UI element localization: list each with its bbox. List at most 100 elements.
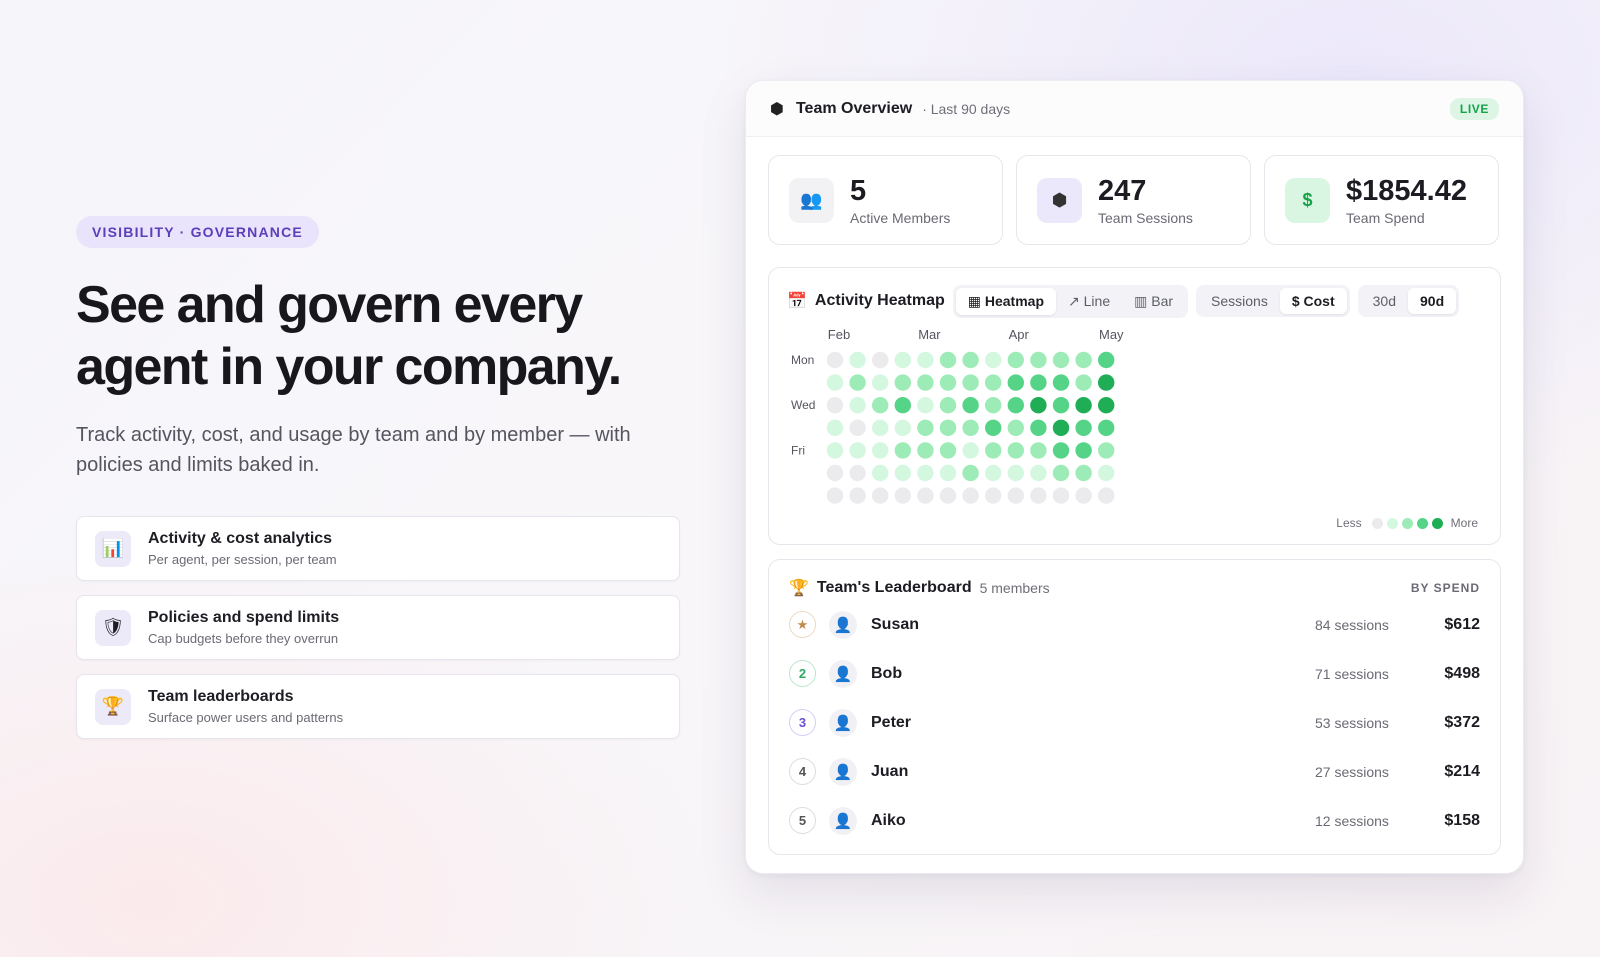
heatmap-cell[interactable] — [1030, 351, 1047, 369]
table-row[interactable]: 3 👤 Peter 53 sessions $372 — [789, 698, 1480, 747]
range-30d-button[interactable]: 30d — [1372, 293, 1396, 309]
heatmap-cell[interactable] — [1007, 419, 1024, 436]
metric-sessions-button[interactable]: Sessions — [1211, 293, 1268, 309]
heatmap-cell[interactable] — [962, 397, 979, 414]
heatmap-cell[interactable] — [1030, 419, 1047, 436]
heatmap-cell[interactable] — [1052, 419, 1070, 436]
heatmap-cell[interactable] — [872, 442, 889, 459]
heatmap-cell[interactable] — [849, 374, 866, 391]
heatmap-cell[interactable] — [985, 487, 1002, 504]
heatmap-cell[interactable] — [962, 442, 979, 459]
heatmap-cell[interactable] — [872, 464, 889, 482]
heatmap-cell[interactable] — [917, 374, 934, 391]
heatmap-cell[interactable] — [1075, 374, 1092, 391]
heatmap-cell[interactable] — [985, 397, 1002, 414]
heatmap-cell[interactable] — [1030, 487, 1047, 504]
heatmap-cell[interactable] — [872, 351, 889, 369]
sort-label[interactable]: BY SPEND — [1410, 581, 1480, 595]
view-bar-button[interactable]: ▥ Bar — [1134, 292, 1174, 309]
heatmap-cell[interactable] — [849, 464, 866, 482]
heatmap-cell[interactable] — [917, 351, 934, 369]
heatmap-cell[interactable] — [894, 397, 911, 414]
heatmap-cell[interactable] — [917, 397, 934, 414]
heatmap-cell[interactable] — [1075, 351, 1092, 369]
feature-policies[interactable]: 🛡 Policies and spend limits Cap budgets … — [76, 595, 680, 660]
heatmap-cell[interactable] — [826, 374, 844, 391]
heatmap-cell[interactable] — [917, 487, 934, 504]
heatmap-cell[interactable] — [849, 487, 866, 504]
heatmap-cell[interactable] — [1030, 442, 1047, 459]
heatmap-cell[interactable] — [939, 374, 957, 391]
heatmap-cell[interactable] — [1030, 397, 1047, 414]
heatmap-cell[interactable] — [1007, 374, 1024, 391]
range-90d-button[interactable]: 90d — [1408, 288, 1457, 314]
table-row[interactable]: 2 👤 Bob 71 sessions $498 — [789, 649, 1480, 698]
heatmap-cell[interactable] — [1098, 397, 1115, 414]
heatmap-cell[interactable] — [1098, 419, 1115, 436]
heatmap-cell[interactable] — [1030, 374, 1047, 391]
heatmap-cell[interactable] — [1098, 464, 1115, 482]
heatmap-cell[interactable] — [939, 442, 957, 459]
heatmap-cell[interactable] — [939, 419, 957, 436]
table-row[interactable]: 5 👤 Aiko 12 sessions $158 — [789, 796, 1480, 845]
heatmap-cell[interactable] — [849, 351, 866, 369]
heatmap-cell[interactable] — [985, 351, 1002, 369]
heatmap-cell[interactable] — [894, 419, 911, 436]
heatmap-cell[interactable] — [962, 487, 979, 504]
heatmap-cell[interactable] — [1052, 464, 1070, 482]
heatmap-cell[interactable] — [872, 419, 889, 436]
heatmap-cell[interactable] — [1007, 487, 1024, 504]
heatmap-cell[interactable] — [1030, 464, 1047, 482]
heatmap-cell[interactable] — [849, 397, 866, 414]
heatmap-cell[interactable] — [1075, 442, 1092, 459]
heatmap-cell[interactable] — [962, 419, 979, 436]
heatmap-cell[interactable] — [1098, 351, 1115, 369]
heatmap-cell[interactable] — [872, 487, 889, 504]
heatmap-cell[interactable] — [1075, 419, 1092, 436]
heatmap-cell[interactable] — [939, 464, 957, 482]
heatmap-cell[interactable] — [962, 351, 979, 369]
heatmap-cell[interactable] — [826, 464, 844, 482]
heatmap-cell[interactable] — [985, 374, 1002, 391]
heatmap-cell[interactable] — [894, 464, 911, 482]
heatmap-cell[interactable] — [894, 351, 911, 369]
heatmap-cell[interactable] — [1075, 464, 1092, 482]
heatmap-cell[interactable] — [939, 487, 957, 504]
heatmap-cell[interactable] — [1098, 442, 1115, 459]
heatmap-cell[interactable] — [985, 464, 1002, 482]
heatmap-cell[interactable] — [1007, 464, 1024, 482]
heatmap-cell[interactable] — [826, 351, 844, 369]
heatmap-cell[interactable] — [985, 442, 1002, 459]
heatmap-cell[interactable] — [872, 397, 889, 414]
heatmap-cell[interactable] — [1007, 442, 1024, 459]
heatmap-cell[interactable] — [1007, 397, 1024, 414]
heatmap-cell[interactable] — [826, 487, 844, 504]
table-row[interactable]: 4 👤 Juan 27 sessions $214 — [789, 747, 1480, 796]
heatmap-cell[interactable] — [1052, 351, 1070, 369]
heatmap-cell[interactable] — [1052, 374, 1070, 391]
heatmap-cell[interactable] — [939, 351, 957, 369]
table-row[interactable]: ★ 👤 Susan 84 sessions $612 — [789, 600, 1480, 649]
heatmap-cell[interactable] — [1075, 397, 1092, 414]
feature-analytics[interactable]: 📊 Activity & cost analytics Per agent, p… — [76, 516, 680, 581]
view-line-button[interactable]: ↗ Line — [1068, 292, 1111, 309]
heatmap-cell[interactable] — [894, 487, 911, 504]
heatmap-cell[interactable] — [826, 442, 844, 459]
heatmap-cell[interactable] — [917, 419, 934, 436]
heatmap-cell[interactable] — [985, 419, 1002, 436]
heatmap-cell[interactable] — [1052, 487, 1070, 504]
view-heatmap-button[interactable]: ▦ Heatmap — [955, 287, 1057, 315]
heatmap-cell[interactable] — [962, 464, 979, 482]
heatmap-cell[interactable] — [872, 374, 889, 391]
heatmap-cell[interactable] — [1007, 351, 1024, 369]
metric-cost-button[interactable]: $ Cost — [1279, 288, 1347, 314]
heatmap-cell[interactable] — [826, 419, 844, 436]
heatmap-cell[interactable] — [826, 397, 844, 414]
heatmap-cell[interactable] — [917, 442, 934, 459]
feature-leaderboards[interactable]: 🏆 Team leaderboards Surface power users … — [76, 674, 680, 739]
heatmap-cell[interactable] — [939, 397, 957, 414]
heatmap-cell[interactable] — [894, 442, 911, 459]
heatmap-cell[interactable] — [1052, 442, 1070, 459]
heatmap-cell[interactable] — [1075, 487, 1092, 504]
heatmap-cell[interactable] — [849, 442, 866, 459]
